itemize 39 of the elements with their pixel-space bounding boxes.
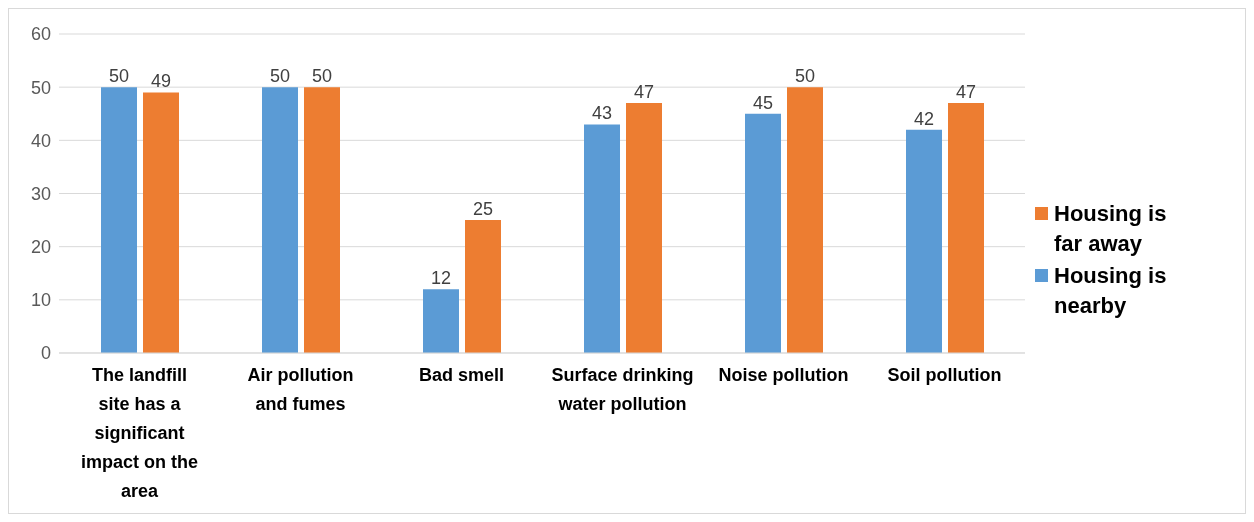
bar (745, 113, 781, 353)
bar (101, 87, 137, 353)
x-tick-label: Soil pollution (887, 365, 1002, 385)
bar (465, 220, 501, 353)
x-tick-label: Noise pollution (718, 365, 849, 385)
y-tick-label: 10 (30, 290, 51, 311)
data-label: 25 (472, 199, 494, 220)
y-tick-label: 0 (40, 343, 51, 364)
bar (787, 87, 823, 353)
data-label: 43 (591, 103, 613, 124)
data-label: 50 (108, 66, 130, 87)
bar (584, 124, 620, 353)
data-label: 50 (269, 66, 291, 87)
x-tick-label: Bad smell (418, 365, 505, 385)
data-label: 50 (311, 66, 333, 87)
data-label: 50 (794, 66, 816, 87)
legend-label: Housing is nearby (1054, 262, 1167, 320)
bar (626, 103, 662, 353)
data-label: 45 (752, 92, 774, 113)
y-tick-label: 30 (30, 183, 51, 204)
bar (304, 87, 340, 353)
x-tick-label: Surface drinking water pollution (551, 365, 694, 414)
x-tick-label: The landfill site has a significant impact on the area (80, 365, 199, 501)
data-label: 49 (150, 71, 172, 92)
data-label: 47 (633, 82, 655, 103)
y-tick-label: 40 (30, 130, 51, 151)
bar (948, 103, 984, 353)
bar (262, 87, 298, 353)
y-tick-label: 60 (30, 24, 51, 45)
bar (143, 92, 179, 353)
bar (906, 129, 942, 353)
y-tick-label: 50 (30, 77, 51, 98)
data-label: 47 (955, 82, 977, 103)
data-label: 12 (430, 268, 452, 289)
bar (423, 289, 459, 353)
y-tick-label: 20 (30, 237, 51, 258)
legend-label: Housing is far away (1054, 200, 1167, 258)
data-label: 42 (913, 108, 935, 129)
x-tick-label: Air pollution and fumes (247, 365, 354, 414)
